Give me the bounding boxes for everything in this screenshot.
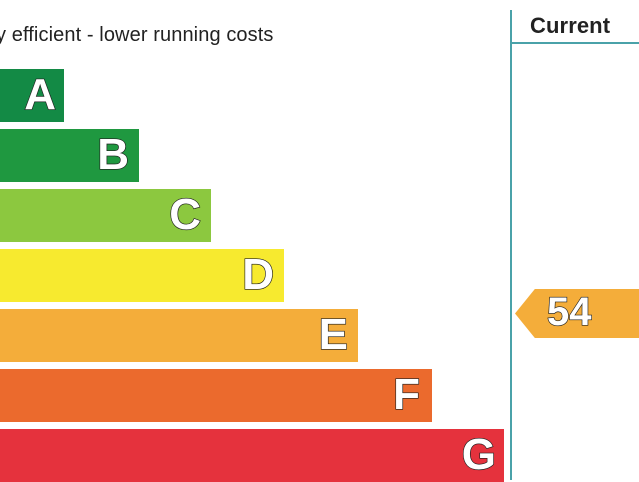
- energy-band-c: C: [0, 189, 211, 242]
- energy-band-a-letter: A: [24, 70, 57, 119]
- current-column-header: Current: [530, 13, 611, 38]
- current-rating-value: 54: [546, 290, 592, 334]
- energy-band-d: D: [0, 249, 284, 302]
- current-rating-marker: [515, 289, 639, 338]
- energy-band-c-letter: C: [169, 190, 202, 239]
- energy-band-g: G: [0, 429, 504, 482]
- energy-band-g-letter: G: [461, 430, 497, 479]
- energy-band-b-letter: B: [97, 130, 130, 179]
- energy-band-f: F: [0, 369, 432, 422]
- current-column-divider: [510, 10, 512, 480]
- energy-band-a: A: [0, 69, 64, 122]
- energy-band-b: B: [0, 129, 139, 182]
- energy-band-e: E: [0, 309, 358, 362]
- energy-band-f-letter: F: [392, 370, 420, 419]
- energy-band-e-letter: E: [318, 310, 349, 359]
- energy-band-d-letter: D: [242, 250, 275, 299]
- current-header-divider: [510, 42, 639, 44]
- efficiency-scale-caption: y efficient - lower running costs: [0, 24, 274, 46]
